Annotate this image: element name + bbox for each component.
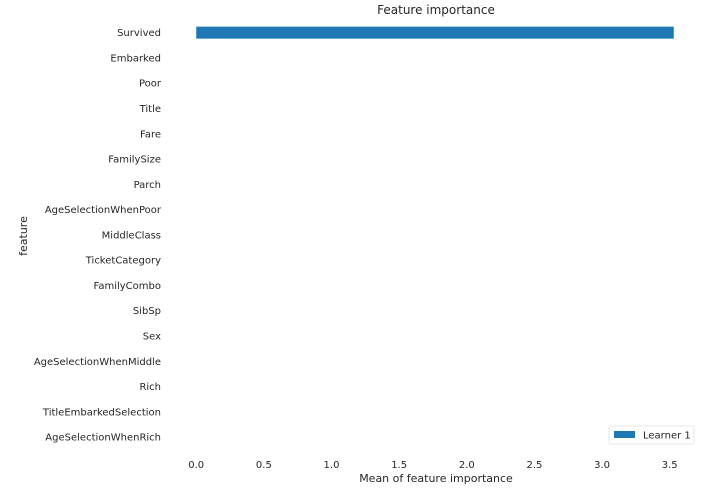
category-label: AgeSelectionWhenMiddle [34,357,161,368]
x-tick-label: 1.0 [324,460,340,471]
legend: Learner 1 [608,425,695,445]
x-tick-label: 3.0 [594,460,610,471]
x-tick-labels: 0.0 0.5 1.0 1.5 2.0 2.5 3.0 3.5 [188,460,677,471]
x-tick-label: 2.5 [526,460,542,471]
bars [196,26,674,39]
category-label: AgeSelectionWhenPoor [45,205,162,216]
category-label: Poor [139,79,162,90]
category-labels: Survived Embarked Poor Title Fare FamilySize P… [34,28,162,443]
category-label: Parch [134,180,161,191]
x-tick-label: 2.0 [459,460,475,471]
x-tick-label: 1.5 [391,460,407,471]
category-label: Embarked [110,53,161,64]
category-label: Survived [117,28,161,39]
category-label: TitleEmbarkedSelection [42,407,161,418]
category-label: MiddleClass [102,230,161,241]
category-label: SibSp [133,306,161,317]
category-label: AgeSelectionWhenRich [45,433,161,444]
x-axis-title: Mean of feature importance [359,472,513,485]
legend-swatch [614,431,635,438]
category-label: FamilyCombo [94,281,162,292]
category-label: Rich [139,382,161,393]
category-label: TicketCategory [85,256,161,267]
category-label: Fare [140,129,161,140]
x-tick-label: 0.5 [256,460,272,471]
chart-title: Feature importance [377,3,495,17]
category-label: Title [139,104,161,115]
category-label: Sex [143,332,161,343]
legend-box [608,425,695,445]
legend-label: Learner 1 [643,431,691,442]
x-tick-label: 0.0 [188,460,204,471]
category-label: FamilySize [108,155,161,166]
y-axis-title: feature [17,216,30,256]
bar-survived [196,26,674,39]
x-tick-label: 3.5 [662,460,678,471]
